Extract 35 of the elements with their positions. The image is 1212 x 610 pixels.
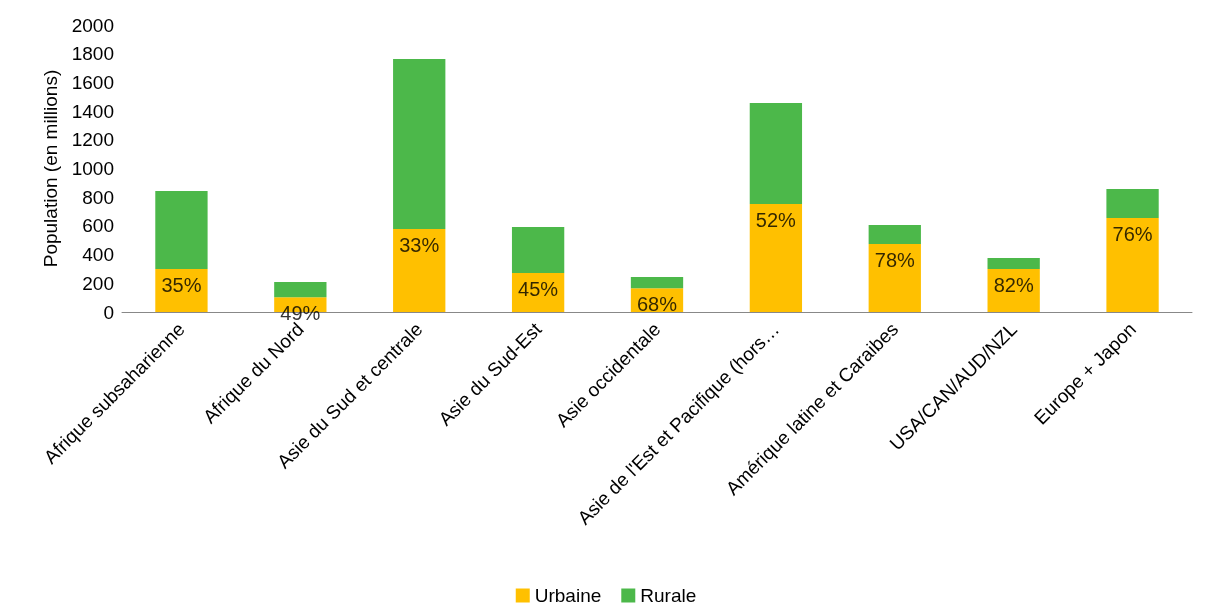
y-tick-label: 400 [82,244,114,266]
annotation: 45% [518,277,559,300]
bar [511,227,565,273]
y-tick-label: 1000 [71,158,114,179]
bar [393,229,446,312]
y-axis-title: Population (en millions) [40,69,61,268]
legend-label: Urbaine [534,585,602,606]
y-tick-label: 200 [82,272,114,294]
bar [749,103,803,204]
bar [393,59,446,230]
annotation: 33% [399,234,440,257]
bar [868,225,921,244]
y-tick-label: 1200 [71,129,114,151]
y-tick-label: 0 [103,301,114,323]
bar [630,276,684,289]
bar [274,282,327,298]
bar [1106,218,1159,312]
bar [987,258,1040,269]
bar [749,203,803,312]
annotation: 52% [755,208,797,231]
bar [1106,189,1159,219]
annotation: 78% [874,248,916,271]
y-tick-label: 1800 [71,43,114,65]
y-tick-label: 1600 [71,71,114,93]
annotation: 35% [161,273,202,296]
bar [155,191,208,269]
y-tick-label: 600 [82,215,114,237]
bar [868,243,921,312]
y-tick-label: 2000 [71,14,114,36]
annotation: 76% [1112,223,1153,246]
y-tick-label: 1400 [71,100,114,122]
annotation: 68% [636,293,678,316]
annotation: 82% [993,273,1034,296]
legend-label: Rurale [640,585,697,606]
y-tick-label: 800 [82,186,114,208]
